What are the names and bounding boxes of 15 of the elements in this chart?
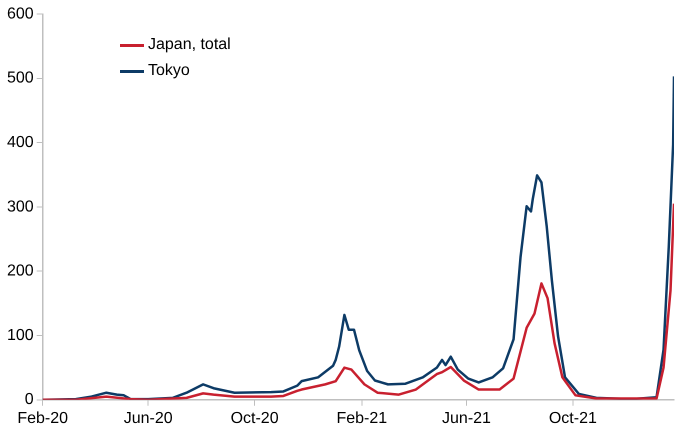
legend-label: Japan, total <box>148 36 231 54</box>
x-tick-label: Jun-21 <box>442 410 492 427</box>
y-tick-label: 0 <box>24 391 34 408</box>
x-tick-label: Oct-20 <box>230 410 279 427</box>
y-tick-label: 100 <box>6 326 34 344</box>
x-tick-label: Oct-21 <box>548 410 597 427</box>
y-tick-label: 600 <box>6 5 34 22</box>
y-tick-label: 500 <box>6 70 34 87</box>
x-tick-label: Jun-20 <box>124 410 173 427</box>
y-tick-label: 200 <box>6 262 34 280</box>
y-tick-label: 400 <box>6 134 34 152</box>
x-tick-label: Feb-20 <box>17 410 68 427</box>
y-tick-label: 300 <box>6 198 34 216</box>
legend-label: Tokyo <box>148 62 190 80</box>
x-tick-label: Feb-21 <box>336 410 388 427</box>
